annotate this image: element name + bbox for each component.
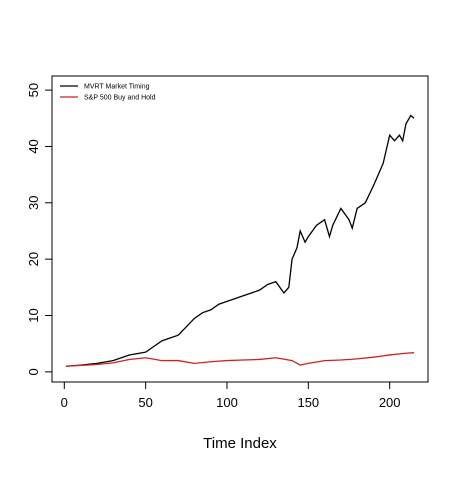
y-tick-label: 40 [26,139,41,153]
legend-label: S&P 500 Buy and Hold [84,95,156,102]
y-tick-label: 10 [26,308,41,322]
plot-box [51,75,429,383]
y-tick-label: 0 [26,368,41,375]
y-tick-label: 50 [26,83,41,97]
x-tick-label: 50 [138,395,152,410]
y-tick-label: 20 [26,252,41,266]
x-tick-label: 0 [61,395,68,410]
x-tick-label: 100 [216,395,238,410]
legend-label: MVRT Market Timing [84,84,150,91]
series-line [65,352,415,367]
x-tick-label: 200 [379,395,401,410]
x-axis-label: Time Index [203,435,277,452]
y-tick-label: 30 [26,196,41,210]
x-tick-label: 150 [297,395,319,410]
series-line [65,114,415,367]
